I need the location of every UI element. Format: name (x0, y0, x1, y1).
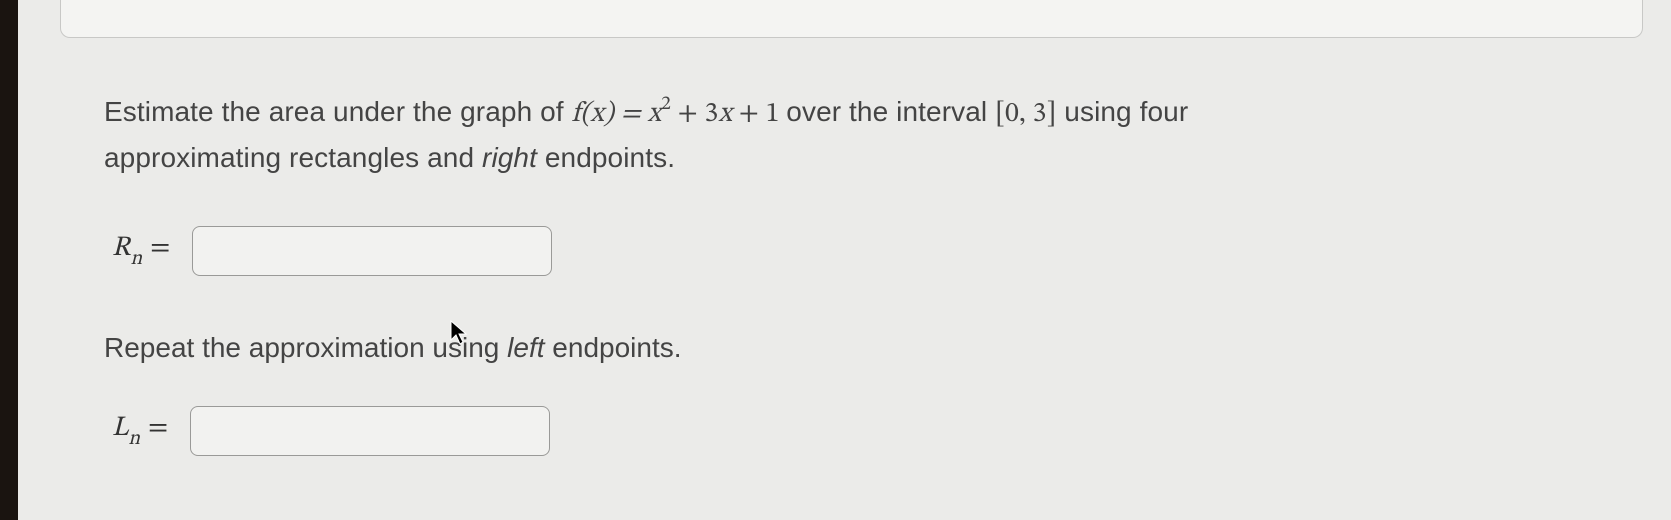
question-prompt-line1: Estimate the area under the graph of f(x… (104, 90, 1611, 136)
ln-label: Ln= (112, 411, 174, 450)
ln-answer-row: Ln= (112, 406, 1611, 456)
repeat-prompt: Repeat the approximation using left endp… (104, 332, 1611, 364)
question-content: Estimate the area under the graph of f(x… (104, 90, 1611, 456)
interval-expression: [0, 3] (995, 100, 1056, 128)
prompt-text: endpoints. (537, 142, 675, 173)
prompt-text: over the interval (786, 96, 995, 127)
question-prompt-line2: approximating rectangles and right endpo… (104, 136, 1611, 179)
rn-answer-row: Rn= (112, 226, 1611, 276)
emphasis-left: left (507, 332, 544, 363)
rn-label: Rn= (112, 231, 176, 270)
emphasis-right: right (482, 142, 537, 173)
prompt-text: using four (1064, 96, 1188, 127)
prompt-text: Estimate the area under the graph of (104, 96, 572, 127)
function-expression: f(x) = x2 + 3x + 1 (572, 100, 787, 128)
rn-input[interactable] (192, 226, 552, 276)
ln-input[interactable] (190, 406, 550, 456)
repeat-text: Repeat the approximation using (104, 332, 507, 363)
prompt-text: approximating rectangles and (104, 142, 482, 173)
previous-panel-bottom (60, 0, 1643, 38)
repeat-text: endpoints. (545, 332, 682, 363)
